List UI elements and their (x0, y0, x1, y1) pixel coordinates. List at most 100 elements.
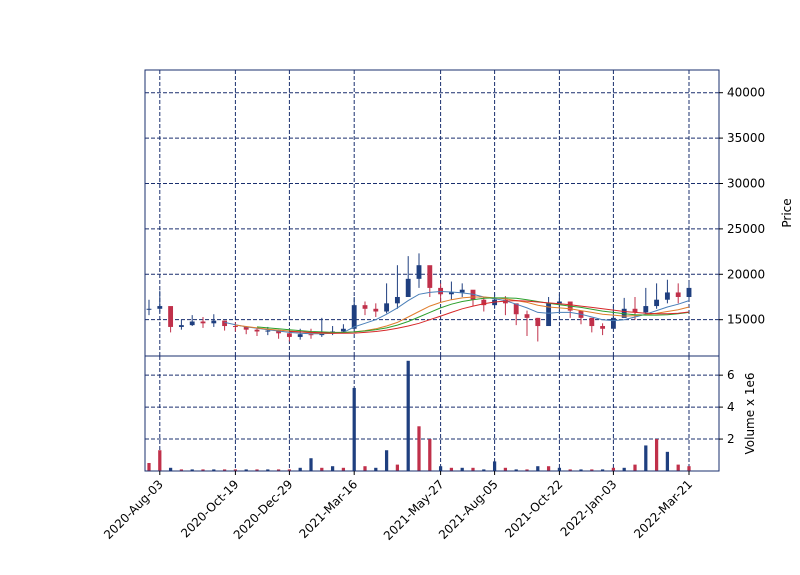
candle-body (448, 292, 454, 295)
candle-body (157, 306, 163, 309)
candle-body (200, 321, 206, 324)
volume-bar (341, 467, 346, 471)
volume-bar (568, 469, 572, 471)
candle-body (405, 278, 411, 297)
volume-bar (471, 467, 475, 471)
candle-body (232, 326, 238, 328)
candle-body (546, 303, 552, 327)
candle-body (384, 303, 390, 312)
candle-body (211, 320, 217, 324)
volume-bar (611, 467, 616, 471)
volume-bar (492, 461, 497, 471)
candle-body (686, 287, 692, 297)
volume-bar (309, 458, 313, 471)
volume-bar (330, 466, 335, 471)
volume-bar (503, 467, 508, 471)
candle-body (254, 329, 260, 332)
candle-body (654, 299, 660, 307)
price-y-tick-label: 15000 (727, 313, 765, 327)
volume-bar (276, 469, 281, 471)
price-panel: 15000 20000 25000 30000 35000 40000 Price (144, 69, 794, 357)
x-tick-label: 2021-Oct-22 (502, 477, 565, 540)
volume-bar (190, 469, 194, 471)
volume-axis-label: Volume x 1e6 (743, 372, 757, 454)
volume-bar (536, 466, 540, 471)
volume-bar (438, 466, 443, 471)
candle-body (513, 303, 519, 315)
price-y-tick-label: 30000 (727, 176, 765, 190)
price-candles (146, 253, 692, 342)
candle-body (675, 292, 681, 297)
volume-bar (622, 467, 626, 471)
volume-bar (590, 469, 594, 471)
candle-body (481, 299, 487, 306)
volume-bar (449, 467, 454, 471)
price-y-tick-label: 35000 (727, 131, 765, 145)
volume-y-tick-label: 4 (727, 400, 735, 414)
x-tick-label: 2020-Aug-03 (101, 477, 166, 542)
volume-bar (644, 445, 648, 471)
candle-body (351, 305, 357, 329)
volume-bar (168, 467, 173, 471)
candle-body (664, 292, 670, 300)
volume-y-ticks: 2 4 6 (719, 368, 735, 446)
volume-gridlines (145, 356, 719, 471)
candle-body (610, 317, 616, 329)
candle-body (394, 296, 400, 304)
volume-bar (298, 467, 302, 471)
candle-body (265, 330, 271, 332)
candle-body (535, 317, 541, 327)
volume-bar (233, 469, 238, 471)
moving-average-line-4 (289, 300, 690, 334)
volume-bar (546, 466, 551, 471)
price-plot-frame (144, 69, 720, 357)
volume-bar (320, 467, 324, 471)
candle-body (459, 289, 465, 293)
volume-y-tick-label: 2 (727, 432, 735, 446)
volume-bar (352, 387, 356, 471)
volume-plot-frame (144, 355, 720, 472)
volume-bar (266, 469, 270, 471)
moving-average-line-3 (256, 297, 690, 333)
price-y-tick-label: 25000 (727, 222, 765, 236)
volume-bar (222, 469, 227, 471)
price-gridlines (145, 70, 719, 356)
moving-averages (224, 290, 690, 335)
volume-bar (633, 464, 637, 471)
volume-bar (363, 466, 367, 471)
volume-bar (654, 439, 659, 471)
volume-bar (600, 469, 605, 471)
volume-bar (687, 466, 691, 471)
candle-body (297, 334, 303, 337)
volume-bar (179, 469, 184, 471)
candle-body (600, 326, 606, 329)
candle-body (189, 321, 195, 326)
volume-bar (395, 464, 400, 471)
volume-bar (579, 469, 583, 471)
x-tick-label: 2021-Mar-16 (296, 477, 360, 541)
volume-panel: 2 4 6 Volume x 1e6 (144, 355, 757, 472)
volume-bars (147, 360, 691, 471)
volume-bar (557, 467, 562, 471)
volume-bar (255, 469, 259, 471)
price-y-tick-label: 40000 (727, 86, 765, 100)
volume-bar (158, 450, 162, 471)
volume-bar (514, 469, 518, 471)
volume-bar (676, 464, 680, 471)
volume-bar (244, 469, 248, 471)
volume-bar (460, 467, 464, 471)
price-y-tick-label: 20000 (727, 267, 765, 281)
candle-body (373, 308, 379, 312)
x-tick-label: 2022-Jan-03 (558, 477, 620, 539)
candle-body (362, 305, 368, 309)
volume-bar (482, 469, 486, 471)
candle-body (632, 308, 638, 313)
volume-bar (147, 463, 151, 471)
candle-body (589, 317, 595, 327)
volume-y-tick-label: 6 (727, 368, 735, 382)
candle-body (416, 265, 422, 279)
moving-average-line-1 (224, 290, 690, 335)
volume-bar (428, 439, 432, 471)
candle-body (168, 306, 174, 327)
